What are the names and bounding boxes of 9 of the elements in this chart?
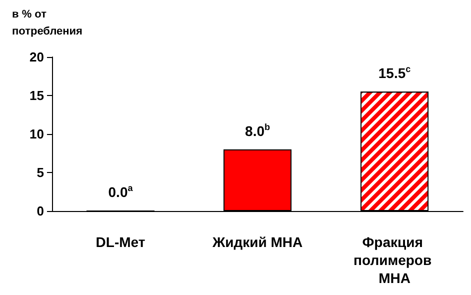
x-tick-label: DL-Мет (96, 234, 146, 250)
y-tick-label: 20 (30, 50, 44, 64)
y-tick-label: 10 (30, 126, 44, 142)
y-tick-label: 5 (36, 165, 44, 180)
y-tick-label: 0 (36, 204, 44, 218)
x-tick-label: Фракция полимеров MHA (354, 234, 436, 286)
y-axis-title: в % от потребления (12, 8, 82, 38)
x-tick-label: Жидкий MHA (211, 234, 303, 250)
y-tick-label: 15 (30, 88, 44, 103)
